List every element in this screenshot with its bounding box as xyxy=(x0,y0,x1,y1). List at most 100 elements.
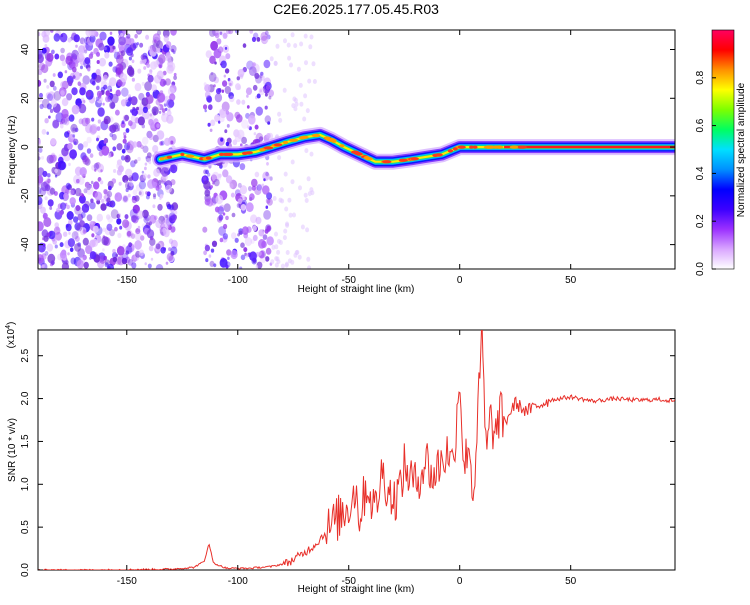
noise-speckle xyxy=(158,54,166,64)
noise-speckle xyxy=(216,216,223,223)
noise-speckle xyxy=(156,123,160,128)
noise-speckle xyxy=(289,62,293,68)
noise-speckle xyxy=(303,93,308,99)
x-tick-label: -100 xyxy=(228,576,248,587)
noise-speckle xyxy=(312,79,317,84)
noise-speckle xyxy=(236,76,240,81)
noise-speckle xyxy=(148,245,154,252)
noise-speckle xyxy=(266,34,271,40)
noise-speckle xyxy=(96,60,100,64)
noise-speckle xyxy=(78,51,85,59)
noise-speckle xyxy=(132,141,138,148)
noise-speckle xyxy=(128,242,133,248)
noise-speckle xyxy=(274,262,279,268)
noise-speckle xyxy=(162,30,170,38)
noise-speckle xyxy=(130,109,133,113)
noise-speckle xyxy=(144,214,151,222)
noise-speckle xyxy=(124,114,130,121)
noise-speckle xyxy=(113,51,121,60)
noise-speckle xyxy=(213,48,222,59)
noise-speckle xyxy=(150,45,157,53)
noise-speckle xyxy=(156,47,161,54)
noise-speckle xyxy=(89,153,94,158)
noise-speckle xyxy=(45,92,51,99)
noise-speckle xyxy=(137,116,145,126)
noise-speckle xyxy=(156,70,164,80)
noise-speckle xyxy=(124,180,128,185)
noise-speckle xyxy=(89,251,97,260)
noise-speckle xyxy=(69,247,74,252)
noise-speckle xyxy=(204,189,211,197)
noise-speckle xyxy=(216,88,221,95)
noise-speckle xyxy=(266,198,273,206)
noise-speckle xyxy=(251,36,257,43)
noise-speckle xyxy=(80,65,83,70)
noise-speckle xyxy=(144,262,147,266)
noise-speckle xyxy=(148,133,154,140)
noise-speckle xyxy=(169,93,176,102)
noise-speckle xyxy=(46,103,52,110)
noise-speckle xyxy=(71,87,78,96)
noise-speckle xyxy=(308,44,313,50)
noise-speckle xyxy=(46,52,54,62)
signal-hot-spot xyxy=(485,145,491,149)
snr-y-label: SNR (10 * v/v) xyxy=(7,418,18,482)
noise-speckle xyxy=(79,220,85,228)
colorbar-ticks: 0.0 0.2 0.4 0.6 0.8 xyxy=(695,70,716,276)
noise-speckle xyxy=(276,249,281,255)
noise-speckle xyxy=(163,80,167,86)
signal-hot-spot xyxy=(447,149,454,153)
noise-speckle xyxy=(168,255,175,263)
noise-speckle xyxy=(78,45,86,54)
noise-speckle xyxy=(225,215,229,221)
noise-speckle xyxy=(131,108,138,117)
noise-speckle xyxy=(60,90,65,96)
noise-speckle xyxy=(134,82,142,92)
signal-hot-spot xyxy=(339,144,345,148)
noise-speckle xyxy=(129,38,135,45)
noise-speckle xyxy=(265,256,270,262)
noise-speckle xyxy=(46,154,54,164)
noise-speckle xyxy=(101,145,110,156)
noise-speckle xyxy=(243,247,248,253)
noise-speckle xyxy=(265,198,271,204)
noise-speckle xyxy=(211,240,218,247)
noise-speckle xyxy=(259,74,263,79)
noise-speckle xyxy=(59,32,68,43)
noise-speckle xyxy=(102,102,105,106)
noise-speckle xyxy=(89,220,95,229)
noise-speckle xyxy=(209,128,213,132)
noise-speckle xyxy=(71,231,79,240)
noise-speckle xyxy=(44,118,49,124)
noise-speckle xyxy=(77,176,85,185)
noise-speckle xyxy=(95,96,100,102)
noise-speckle xyxy=(82,156,90,165)
noise-speckle xyxy=(89,123,98,134)
noise-speckle xyxy=(116,214,121,219)
noise-speckle xyxy=(304,198,309,203)
noise-speckle xyxy=(155,185,160,191)
noise-speckle xyxy=(258,136,264,142)
noise-speckle xyxy=(71,104,80,115)
noise-speckle xyxy=(283,228,288,234)
noise-speckle xyxy=(264,30,269,36)
noise-speckle xyxy=(82,237,89,246)
noise-speckle xyxy=(50,99,57,108)
noise-speckle xyxy=(246,105,250,109)
noise-speckle xyxy=(299,41,304,47)
noise-speckle xyxy=(85,245,93,255)
noise-speckle xyxy=(173,72,177,77)
noise-speckle xyxy=(59,250,67,259)
noise-speckle xyxy=(123,195,128,202)
noise-speckle xyxy=(74,205,82,215)
signal-hot-spot xyxy=(410,157,419,161)
noise-speckle xyxy=(84,57,91,65)
noise-speckle xyxy=(165,52,171,59)
noise-speckle xyxy=(168,99,175,108)
noise-speckle xyxy=(156,130,165,140)
noise-speckle xyxy=(94,191,103,201)
noise-speckle xyxy=(157,92,166,103)
noise-speckle xyxy=(159,141,163,146)
noise-speckle xyxy=(266,162,269,166)
noise-speckle xyxy=(306,176,311,182)
